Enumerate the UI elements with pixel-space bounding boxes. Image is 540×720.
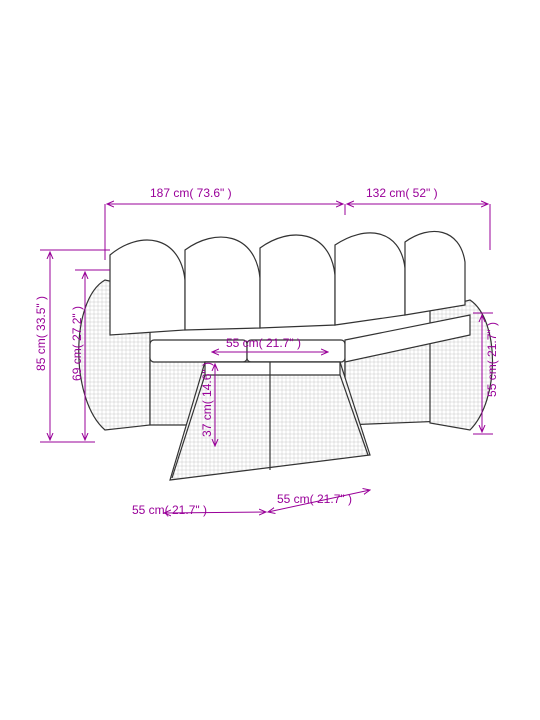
dim-table-d: 55 cm( 21.7" ) [132,503,207,517]
dim-table-w-top: 55 cm( 21.7" ) [226,336,301,350]
dim-width-main: 187 cm( 73.6" ) [150,186,232,200]
dim-height-seat-back: 69 cm( 27.2" ) [70,306,84,381]
dim-width-side: 132 cm( 52" ) [366,186,438,200]
dim-table-w-bot: 55 cm( 21.7" ) [277,492,352,506]
dim-height-total: 85 cm( 33.5" ) [34,296,48,371]
dim-table-h: 37 cm( 14.6" ) [200,362,214,437]
sofa-outline [79,231,493,480]
dimension-diagram: 187 cm( 73.6" ) 132 cm( 52" ) 85 cm( 33.… [0,0,540,720]
dim-arm-h: 55 cm( 21.7" ) [485,322,499,397]
